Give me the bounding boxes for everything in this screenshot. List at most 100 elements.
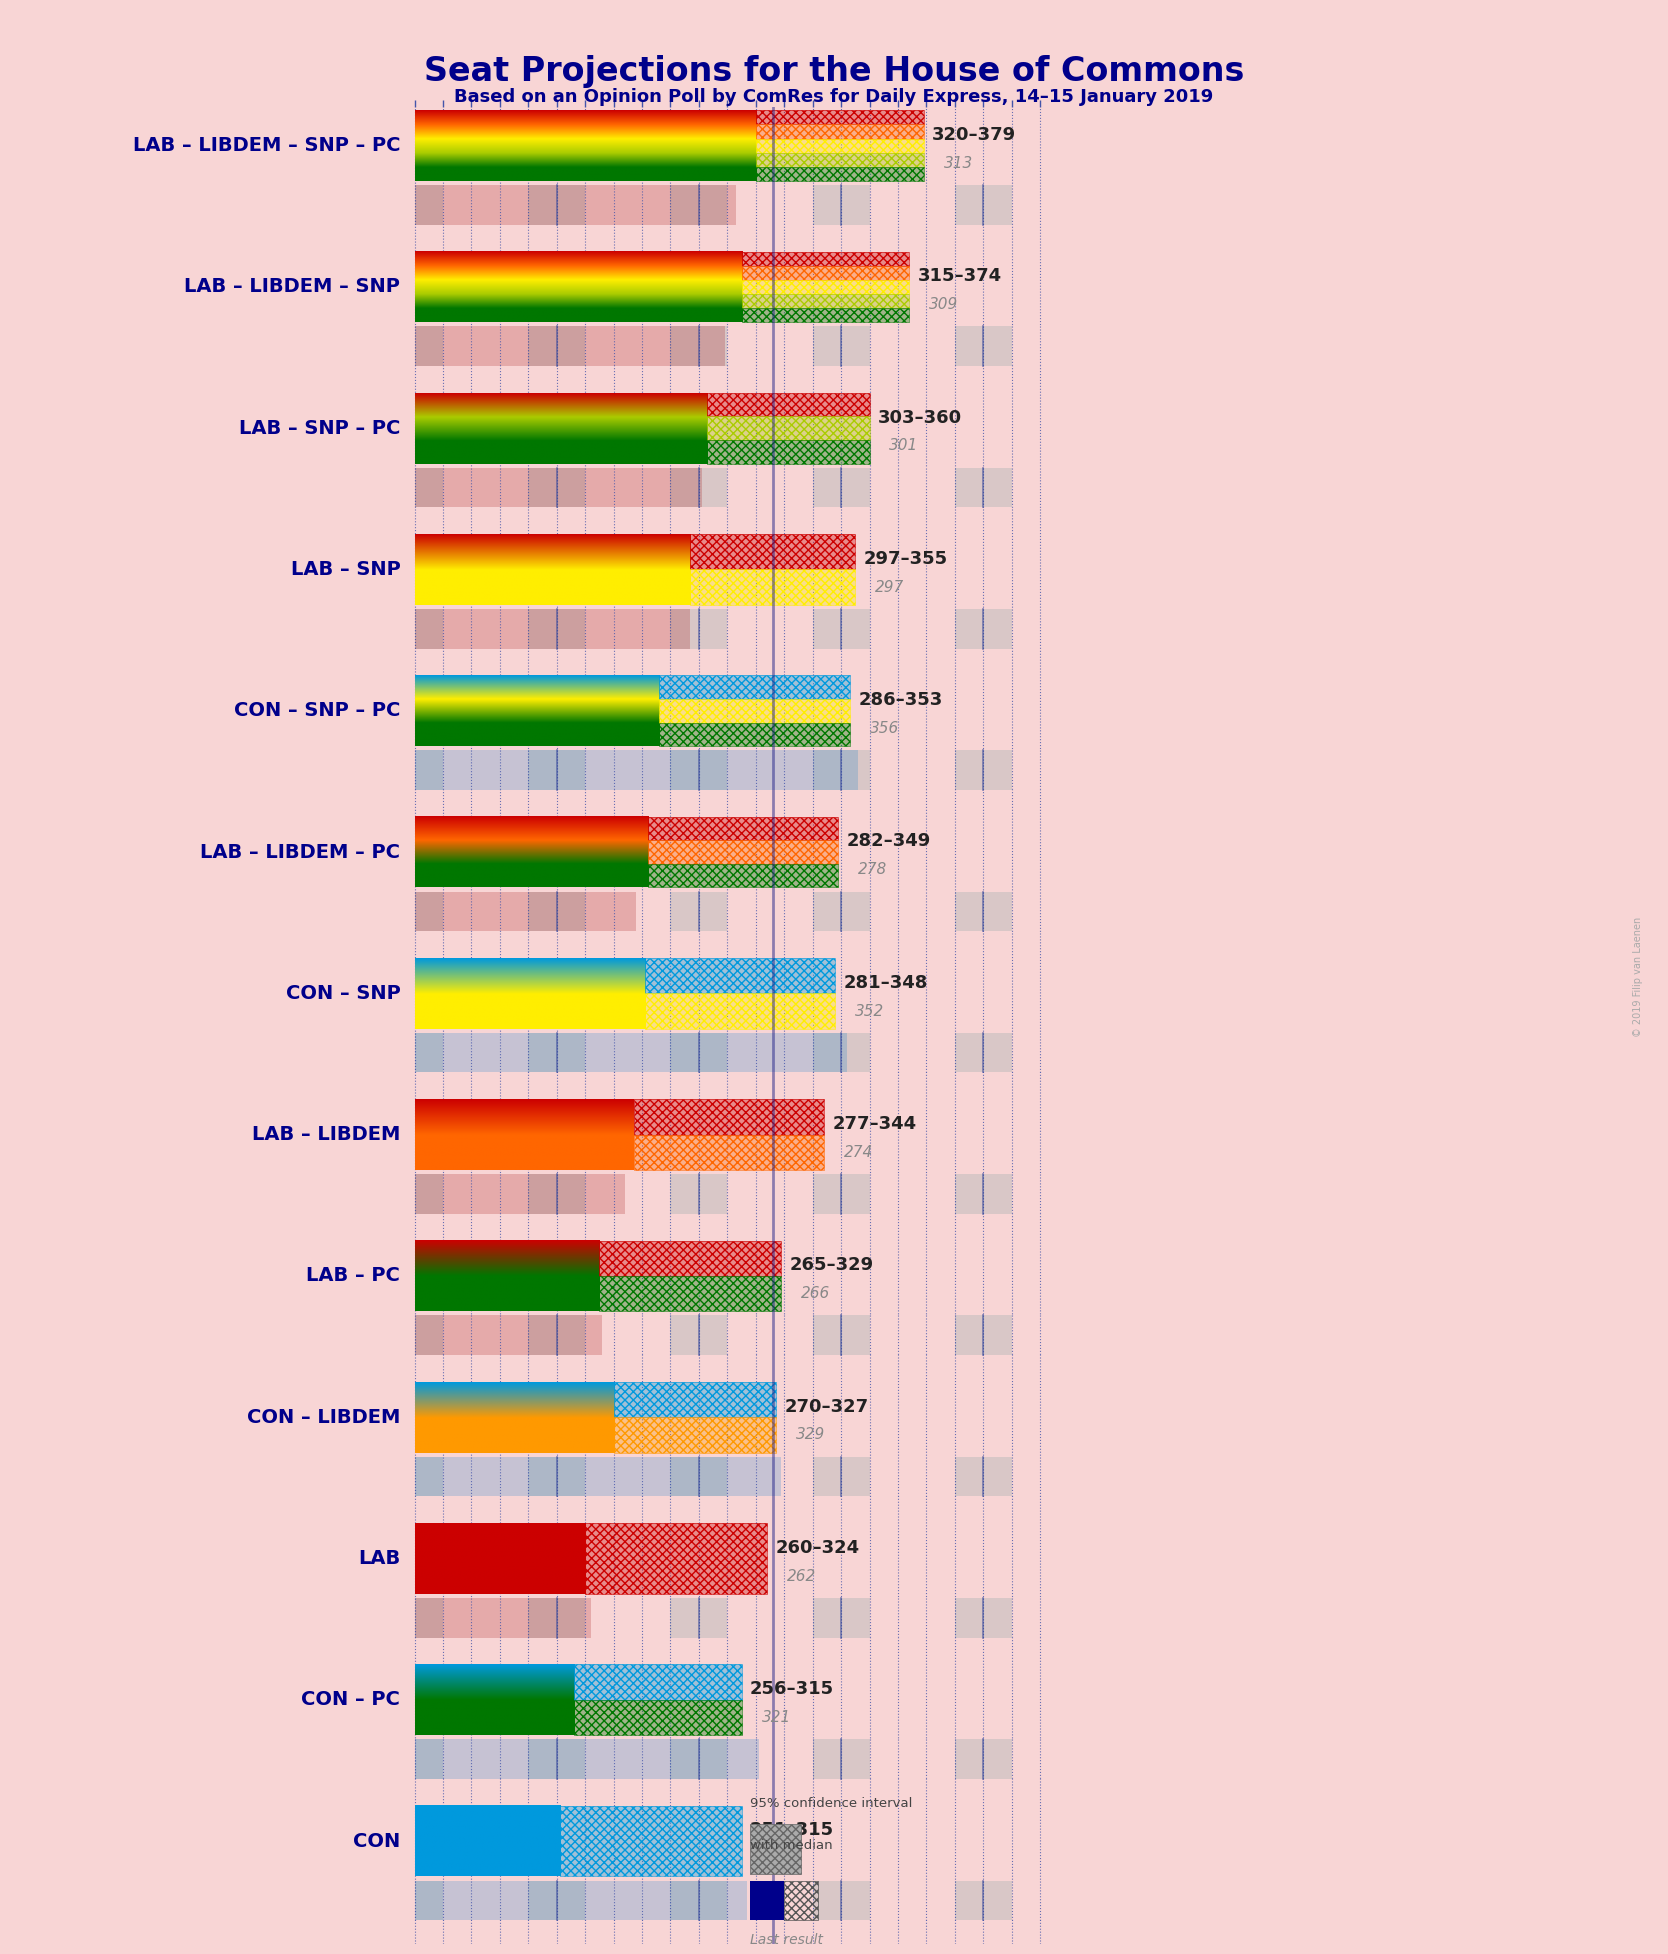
Bar xyxy=(415,1598,1054,1637)
Bar xyxy=(415,1315,1054,1354)
Bar xyxy=(415,1174,1054,1213)
Text: Based on an Opinion Poll by ComRes for Daily Express, 14–15 January 2019: Based on an Opinion Poll by ComRes for D… xyxy=(454,88,1214,106)
Bar xyxy=(415,610,1054,649)
Bar xyxy=(415,1880,1054,1921)
Bar xyxy=(646,957,836,993)
Bar xyxy=(647,864,839,887)
Bar xyxy=(444,1880,529,1921)
Bar xyxy=(659,700,849,723)
Bar xyxy=(647,840,839,864)
Bar xyxy=(869,467,954,508)
Bar xyxy=(869,1174,954,1213)
Bar xyxy=(1012,186,1098,225)
Bar xyxy=(691,569,856,606)
Bar xyxy=(1012,1739,1098,1778)
Bar xyxy=(634,1100,824,1135)
Bar xyxy=(585,1880,671,1921)
Bar xyxy=(444,1458,529,1497)
Bar xyxy=(415,1880,747,1921)
Bar xyxy=(727,1174,812,1213)
Bar xyxy=(1012,1315,1098,1354)
Text: 266: 266 xyxy=(801,1286,831,1301)
Bar xyxy=(707,393,869,416)
Bar xyxy=(574,1700,742,1735)
Text: with median: with median xyxy=(751,1839,832,1852)
Bar xyxy=(574,1700,742,1735)
Bar xyxy=(415,186,1054,225)
Text: 265–329: 265–329 xyxy=(791,1256,874,1274)
Bar xyxy=(707,416,869,440)
Bar xyxy=(415,326,1054,365)
Bar xyxy=(585,1739,671,1778)
Bar xyxy=(727,750,812,789)
Bar xyxy=(707,416,869,440)
Bar xyxy=(869,186,954,225)
Bar xyxy=(742,266,909,279)
Text: LAB – LIBDEM: LAB – LIBDEM xyxy=(252,1126,400,1145)
Bar xyxy=(634,1100,824,1135)
Bar xyxy=(1012,1880,1098,1921)
Bar xyxy=(727,1458,812,1497)
Bar xyxy=(585,610,671,649)
Bar xyxy=(415,1034,1054,1073)
Bar xyxy=(869,750,954,789)
Text: 286–353: 286–353 xyxy=(857,692,942,709)
Bar xyxy=(691,533,856,569)
Bar xyxy=(756,166,924,182)
Bar xyxy=(614,1417,776,1452)
Bar xyxy=(415,750,857,789)
Bar xyxy=(444,1174,529,1213)
Bar xyxy=(742,293,909,309)
Bar xyxy=(707,393,869,416)
Bar xyxy=(727,610,812,649)
Bar xyxy=(869,326,954,365)
Bar xyxy=(742,293,909,309)
Bar xyxy=(415,1458,781,1497)
Bar xyxy=(585,1174,671,1213)
Bar xyxy=(1012,610,1098,649)
Text: LAB – LIBDEM – PC: LAB – LIBDEM – PC xyxy=(200,842,400,862)
Text: LAB – PC: LAB – PC xyxy=(307,1266,400,1286)
Bar xyxy=(751,1825,801,1874)
Bar xyxy=(756,125,924,139)
Bar xyxy=(727,1880,812,1921)
Bar xyxy=(756,139,924,152)
Text: 317: 317 xyxy=(762,1850,791,1866)
Text: 309: 309 xyxy=(929,297,959,313)
Bar xyxy=(444,891,529,932)
Bar xyxy=(751,1880,784,1921)
Bar xyxy=(647,817,839,840)
Bar xyxy=(727,1034,812,1073)
Bar xyxy=(444,326,529,365)
Text: CON – LIBDEM: CON – LIBDEM xyxy=(247,1407,400,1426)
Text: 297–355: 297–355 xyxy=(864,549,947,569)
Bar xyxy=(869,1880,954,1921)
Text: 303–360: 303–360 xyxy=(877,408,962,426)
Bar xyxy=(869,1458,954,1497)
Bar xyxy=(444,1034,529,1073)
Bar xyxy=(756,109,924,125)
Text: 320–379: 320–379 xyxy=(932,125,1016,145)
Bar xyxy=(727,891,812,932)
Bar xyxy=(691,533,856,569)
Text: 95% confidence interval: 95% confidence interval xyxy=(751,1798,912,1809)
Bar xyxy=(415,467,1054,508)
Text: LAB: LAB xyxy=(359,1550,400,1567)
Text: 260–324: 260–324 xyxy=(776,1540,859,1557)
Text: CON – PC: CON – PC xyxy=(302,1690,400,1710)
Bar xyxy=(415,1598,590,1637)
Bar xyxy=(415,186,736,225)
Bar xyxy=(647,817,839,840)
Bar xyxy=(869,1315,954,1354)
Bar xyxy=(415,1034,847,1073)
Bar xyxy=(444,186,529,225)
Text: LAB – LIBDEM – SNP – PC: LAB – LIBDEM – SNP – PC xyxy=(133,137,400,154)
Bar xyxy=(614,1381,776,1417)
Bar xyxy=(1012,1174,1098,1213)
Text: 321: 321 xyxy=(762,1710,791,1725)
Text: 313: 313 xyxy=(944,156,972,170)
Bar xyxy=(659,676,849,700)
Bar xyxy=(1012,750,1098,789)
Bar xyxy=(444,750,529,789)
Bar xyxy=(585,1458,671,1497)
